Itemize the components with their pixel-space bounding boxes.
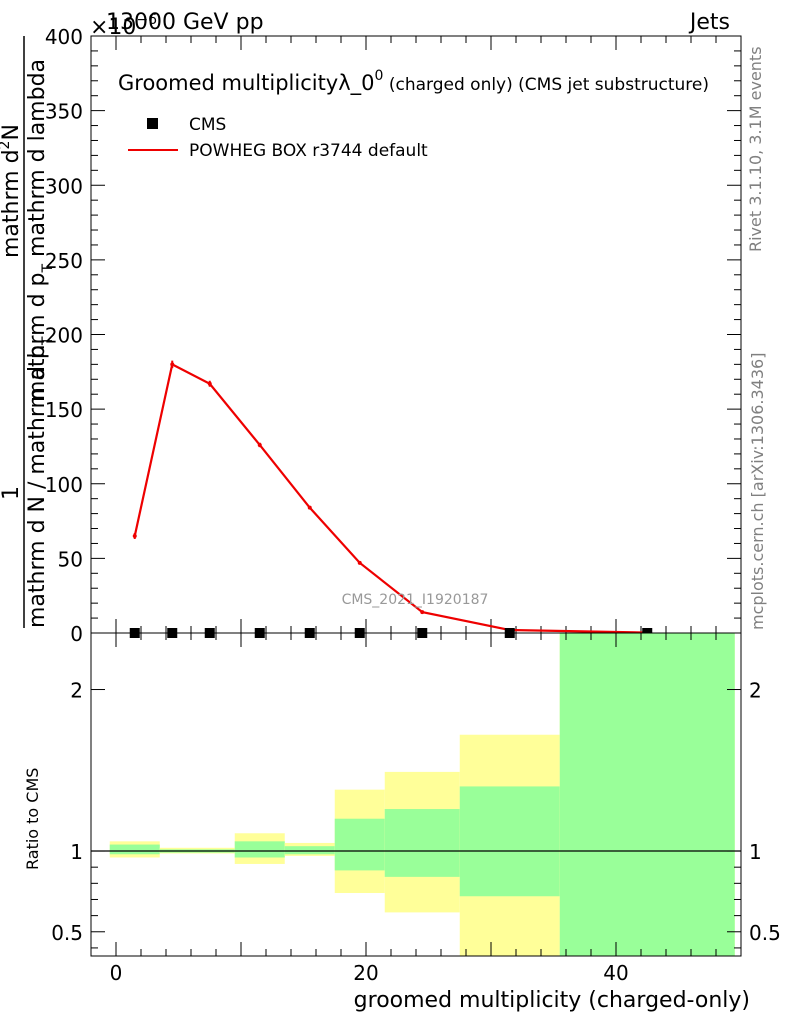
ratio-band-green [559,633,735,956]
ratio-panel: 0.5 0.51 12 20 20 40 Ratio to CMS groomed mul… [23,632,781,1013]
ratio-ytick-label: 2 [70,679,83,703]
ylabel-den-sub: T [40,264,56,274]
powheg-point [132,533,137,538]
main-ytick-label: 150 [45,398,83,422]
ratio-xtick-label: 40 [603,961,628,985]
powheg-point [207,381,212,386]
legend-cms-marker [147,118,158,129]
main-ytick-label: 400 [45,25,83,49]
ylabel-left-den-text: mathrm d N / mathrm d p [25,345,50,628]
ratio-band-green [234,841,285,858]
ratio-xtick-label: 0 [110,961,123,985]
legend-cms-label: CMS [189,115,226,135]
powheg-point [257,442,262,447]
powheg-point [170,362,175,367]
ylabel-num: mathrm d2N [0,124,24,258]
ratio-band-green [284,846,335,855]
main-ytick-label: 50 [58,547,83,571]
main-ylabel: 1 mathrm d N / mathrm d pT mathrm d2N ma… [0,36,56,628]
powheg-point [357,560,362,565]
powheg-point [307,505,312,510]
ratio-band-green [384,809,460,877]
ylabel-left-num: 1 [0,486,24,500]
ratio-bands [91,633,741,956]
ylabel-den-tail: mathrm d lambda [25,59,50,264]
ylabel-num-tail: N [0,124,24,140]
xlabel: groomed multiplicity (charged-only) [354,988,750,1013]
exponent-power: −6 [136,12,157,28]
title-sup: 0 [375,68,384,84]
ratio-xtick-label: 20 [353,961,378,985]
title-lambda: λ_0 [338,71,374,96]
main-ytick-label: 350 [45,100,83,124]
main-ytick-label: 200 [45,324,83,348]
main-ytick-label: 250 [45,249,83,273]
ratio-ytick-label-right: 0.5 [749,921,781,945]
legend-powheg-label: POWHEG BOX r3744 default [189,141,428,161]
ylabel-den: mathrm d pT mathrm d lambda [25,59,56,402]
ratio-axis-ticks: 0.5 0.51 12 20 20 40 [51,633,781,985]
ratio-ytick-label: 0.5 [51,921,83,945]
ratio-band-green [459,786,560,897]
ylabel-num-text: mathrm d [0,149,24,258]
watermark: CMS_2021_I1920187 [342,592,489,608]
main-panel: 0 50 100 150 200 250 300 350 400 CMS_2021_I19201… [0,25,742,646]
ratio-ylabel: Ratio to CMS [23,768,42,870]
ratio-frame [90,632,742,957]
main-ytick-label: 300 [45,174,83,198]
main-axis-ticks: 0 50 100 150 200 250 300 350 400 [45,25,741,646]
ratio-band-green [334,818,385,871]
chart-title: Groomed multiplicityλ_00 (charged only) … [118,68,709,96]
ratio-ytick-label: 1 [70,840,83,864]
energy-label: 13000 GeV pp [106,10,264,35]
ylabel-num-sup: 2 [0,141,13,150]
title-main: Groomed multiplicity [118,71,338,95]
main-ytick-label: 0 [70,622,83,646]
ratio-band-green [109,844,160,855]
title-tail: (CMS jet substructure) [513,75,709,95]
title-small: (charged only) [383,75,512,95]
ylabel-den-text: mathrm d p [25,273,50,403]
ylabel-left-den-sub: T [40,336,56,346]
ratio-ytick-label-right: 1 [749,840,762,864]
ratio-ytick-label-right: 2 [749,679,762,703]
rivet-label: Rivet 3.1.10, 3.1M events [746,46,765,252]
mcplots-label: mcplots.cern.ch [arXiv:1306.3436] [748,353,767,630]
process-label: Jets [688,10,730,35]
ylabel-left-den: mathrm d N / mathrm d pT [25,336,56,628]
powheg-point [420,610,425,615]
main-ytick-label: 100 [45,473,83,497]
